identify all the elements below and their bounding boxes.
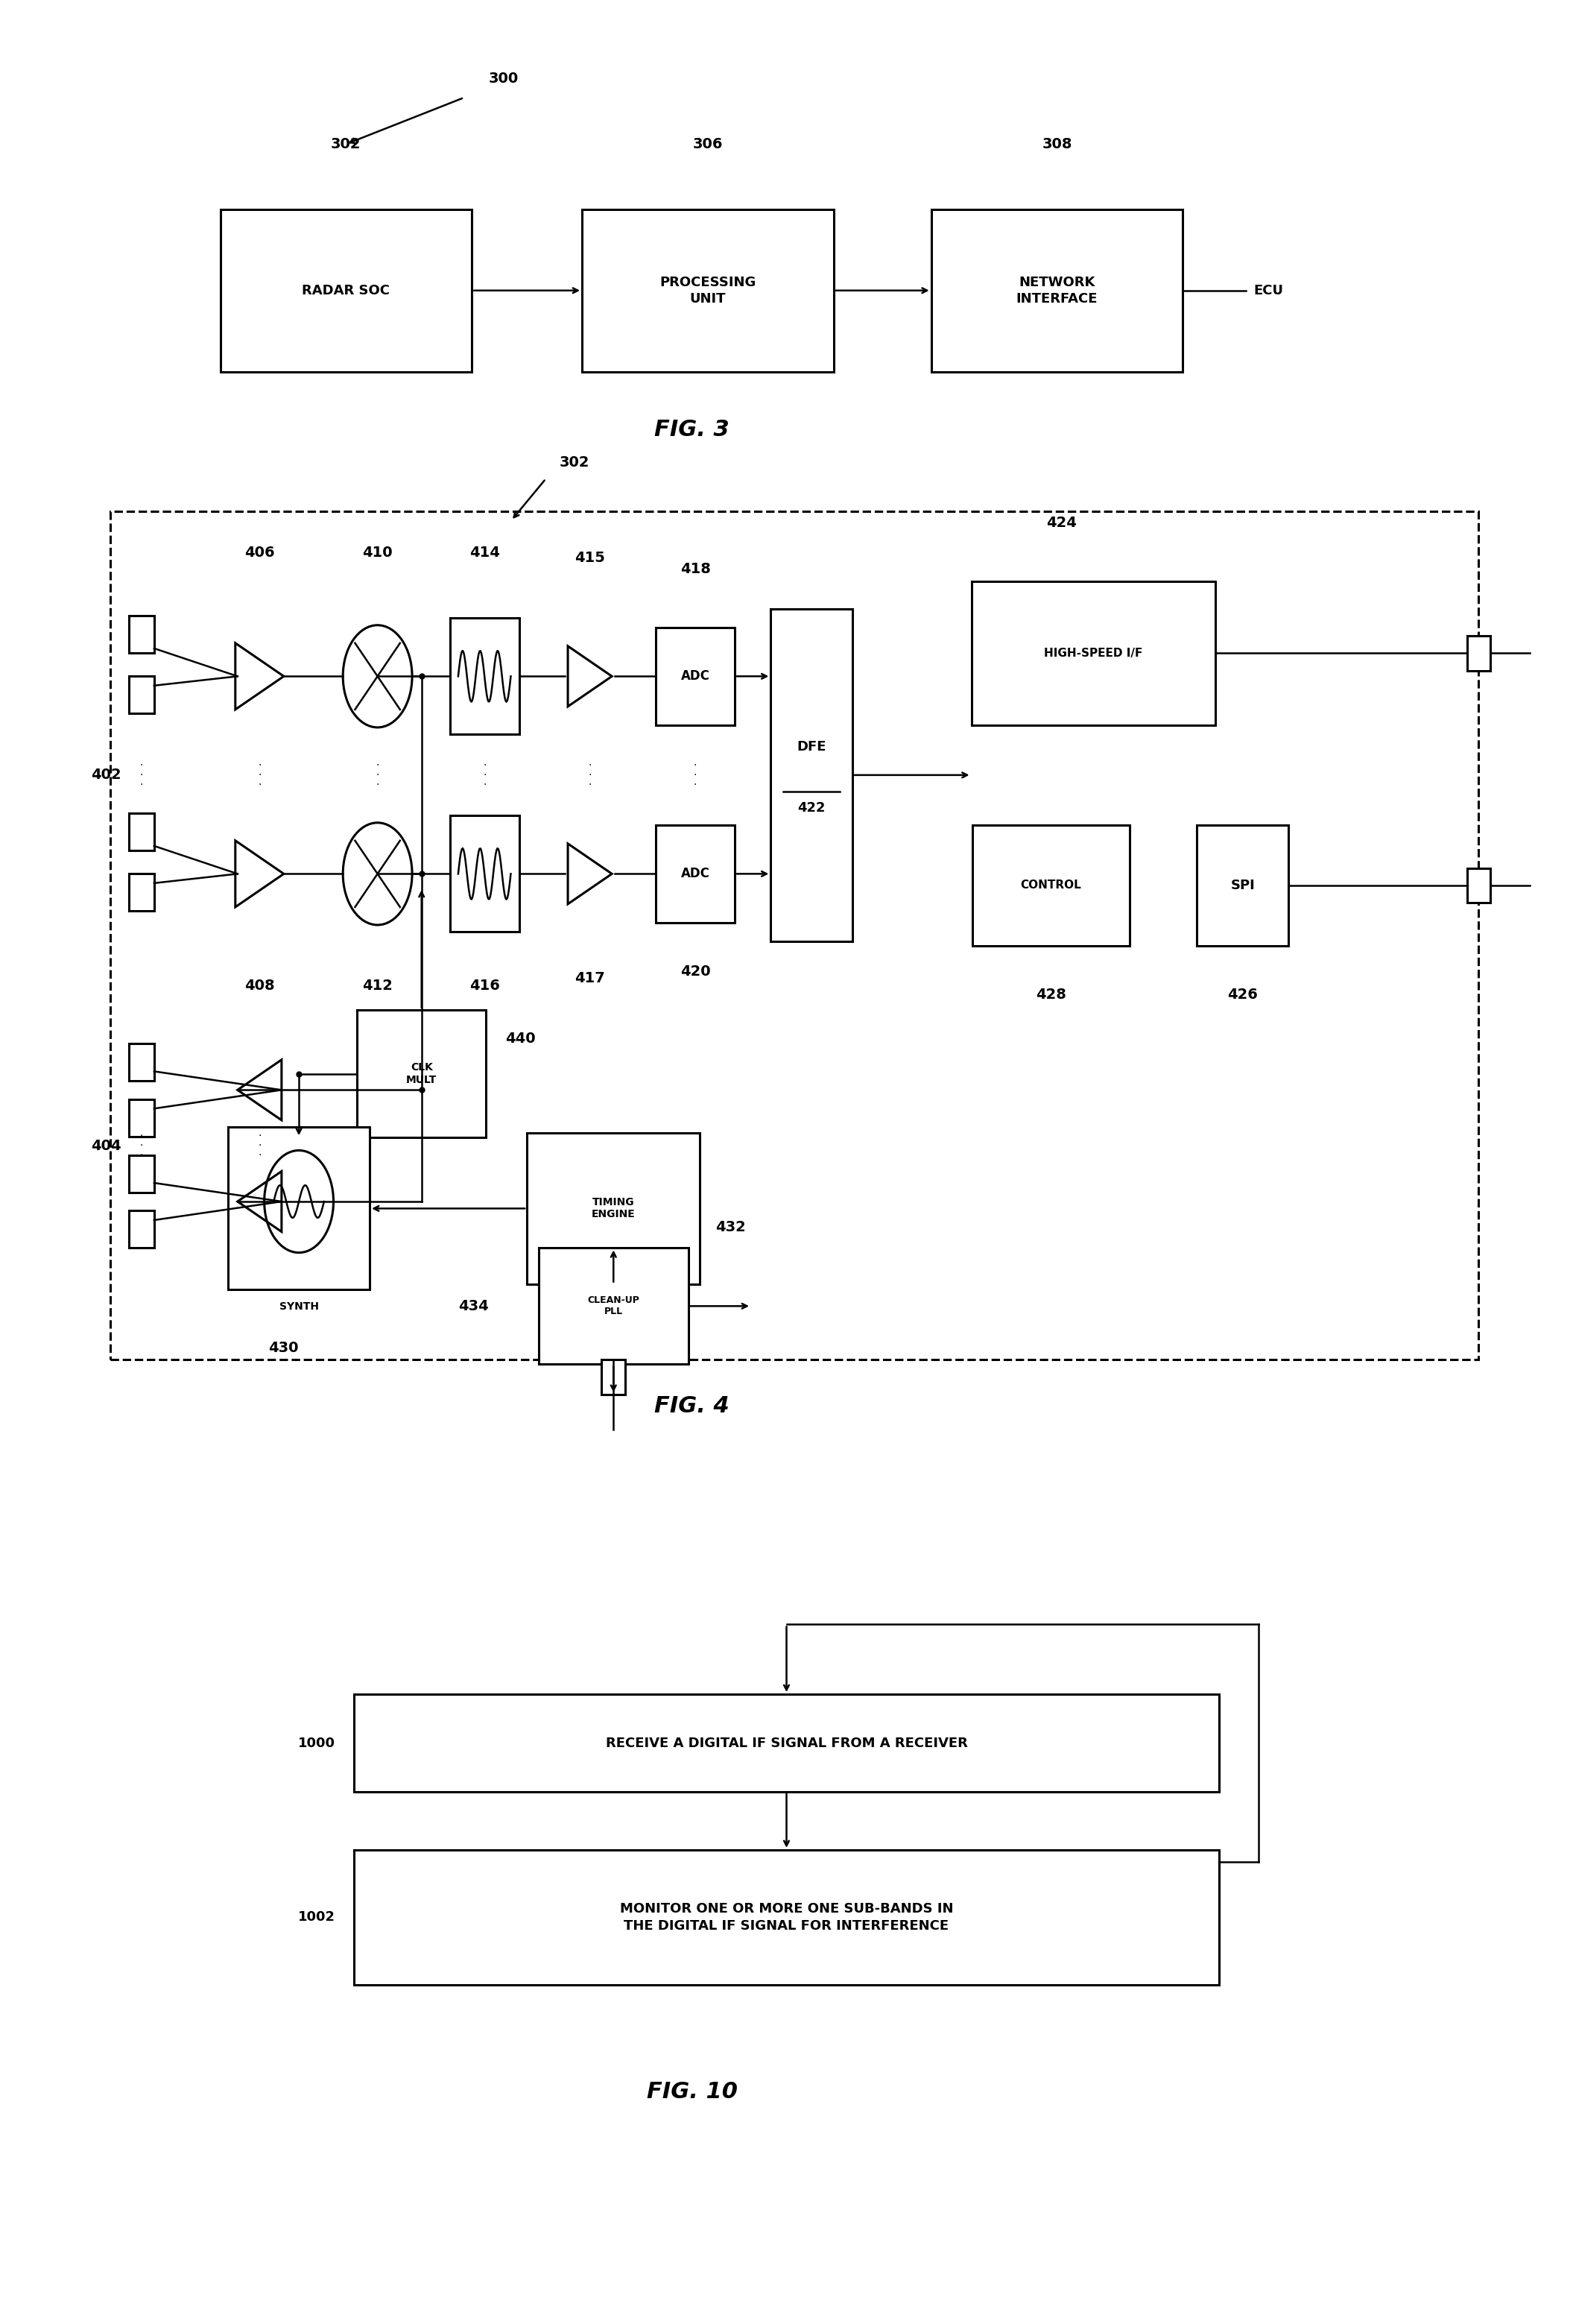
FancyBboxPatch shape [354, 1850, 1219, 1985]
FancyBboxPatch shape [129, 676, 154, 713]
Text: 302: 302 [558, 456, 590, 469]
Text: ·
·
·: · · · [140, 760, 143, 790]
FancyBboxPatch shape [527, 1134, 700, 1283]
FancyBboxPatch shape [601, 1360, 626, 1394]
FancyBboxPatch shape [450, 816, 519, 932]
Text: NETWORK
INTERFACE: NETWORK INTERFACE [1016, 277, 1098, 304]
FancyBboxPatch shape [220, 209, 472, 372]
Text: RADAR SOC: RADAR SOC [302, 284, 390, 297]
FancyBboxPatch shape [931, 209, 1183, 372]
Text: 418: 418 [680, 562, 711, 576]
Text: 412: 412 [362, 978, 393, 992]
FancyBboxPatch shape [110, 511, 1479, 1360]
FancyBboxPatch shape [129, 1211, 154, 1248]
Text: 302: 302 [330, 137, 362, 151]
FancyBboxPatch shape [357, 1009, 486, 1136]
Text: ADC: ADC [681, 669, 709, 683]
Text: SPI: SPI [1230, 878, 1255, 892]
Text: 440: 440 [505, 1032, 535, 1046]
Text: ·
·
·: · · · [376, 760, 379, 790]
Text: RECEIVE A DIGITAL IF SIGNAL FROM A RECEIVER: RECEIVE A DIGITAL IF SIGNAL FROM A RECEI… [606, 1736, 967, 1750]
Text: DFE: DFE [798, 741, 826, 753]
Text: 415: 415 [574, 551, 606, 565]
Text: 434: 434 [458, 1299, 488, 1313]
Text: ·
·
·: · · · [258, 1132, 261, 1160]
FancyBboxPatch shape [538, 1248, 689, 1364]
Text: 422: 422 [798, 802, 826, 813]
Text: 408: 408 [244, 978, 275, 992]
Text: TIMING
ENGINE: TIMING ENGINE [591, 1197, 635, 1220]
Text: 432: 432 [716, 1220, 746, 1234]
FancyBboxPatch shape [228, 1127, 370, 1290]
Text: 416: 416 [469, 978, 500, 992]
Text: 404: 404 [91, 1139, 121, 1153]
Text: FIG. 4: FIG. 4 [654, 1394, 730, 1418]
Text: MONITOR ONE OR MORE ONE SUB-BANDS IN
THE DIGITAL IF SIGNAL FOR INTERFERENCE: MONITOR ONE OR MORE ONE SUB-BANDS IN THE… [620, 1901, 953, 1934]
Text: ·
·
·: · · · [140, 1132, 143, 1160]
Text: 430: 430 [267, 1341, 299, 1355]
FancyBboxPatch shape [129, 1043, 154, 1081]
Text: ·
·
·: · · · [588, 760, 591, 790]
Text: CLEAN-UP
PLL: CLEAN-UP PLL [587, 1297, 640, 1315]
Text: CONTROL: CONTROL [1021, 881, 1081, 890]
FancyBboxPatch shape [129, 1155, 154, 1192]
Text: HIGH-SPEED I/F: HIGH-SPEED I/F [1044, 648, 1142, 658]
Text: 402: 402 [91, 767, 121, 783]
FancyBboxPatch shape [656, 825, 735, 923]
Text: 414: 414 [469, 546, 500, 560]
Text: ·
·
·: · · · [258, 760, 261, 790]
FancyBboxPatch shape [1466, 634, 1491, 672]
Text: 420: 420 [680, 964, 711, 978]
Text: SYNTH: SYNTH [278, 1301, 319, 1311]
FancyBboxPatch shape [971, 581, 1214, 725]
FancyBboxPatch shape [582, 209, 834, 372]
Text: ·
·
·: · · · [483, 760, 486, 790]
Text: PROCESSING
UNIT: PROCESSING UNIT [659, 277, 757, 304]
Text: 1002: 1002 [297, 1910, 335, 1924]
Text: FIG. 3: FIG. 3 [654, 418, 730, 442]
Text: ECU: ECU [1254, 284, 1284, 297]
FancyBboxPatch shape [129, 813, 154, 851]
FancyBboxPatch shape [354, 1694, 1219, 1792]
Text: 426: 426 [1227, 988, 1258, 1002]
Text: 306: 306 [692, 137, 724, 151]
FancyBboxPatch shape [1197, 825, 1288, 946]
FancyBboxPatch shape [129, 1099, 154, 1136]
FancyBboxPatch shape [972, 825, 1129, 946]
Text: 406: 406 [244, 546, 275, 560]
FancyBboxPatch shape [1466, 869, 1491, 902]
FancyBboxPatch shape [656, 627, 735, 725]
Text: ·
·
·: · · · [694, 760, 697, 790]
Text: CLK
MULT: CLK MULT [406, 1062, 437, 1085]
Text: 428: 428 [1035, 988, 1066, 1002]
FancyBboxPatch shape [450, 618, 519, 734]
Text: 417: 417 [574, 971, 606, 985]
FancyBboxPatch shape [129, 874, 154, 911]
Text: 410: 410 [362, 546, 393, 560]
Text: 1000: 1000 [297, 1736, 335, 1750]
Text: ADC: ADC [681, 867, 709, 881]
Text: 424: 424 [1046, 516, 1078, 530]
FancyBboxPatch shape [771, 609, 853, 941]
Text: FIG. 10: FIG. 10 [647, 2080, 738, 2103]
FancyBboxPatch shape [129, 616, 154, 653]
Text: 308: 308 [1041, 137, 1073, 151]
Text: 300: 300 [488, 72, 519, 86]
